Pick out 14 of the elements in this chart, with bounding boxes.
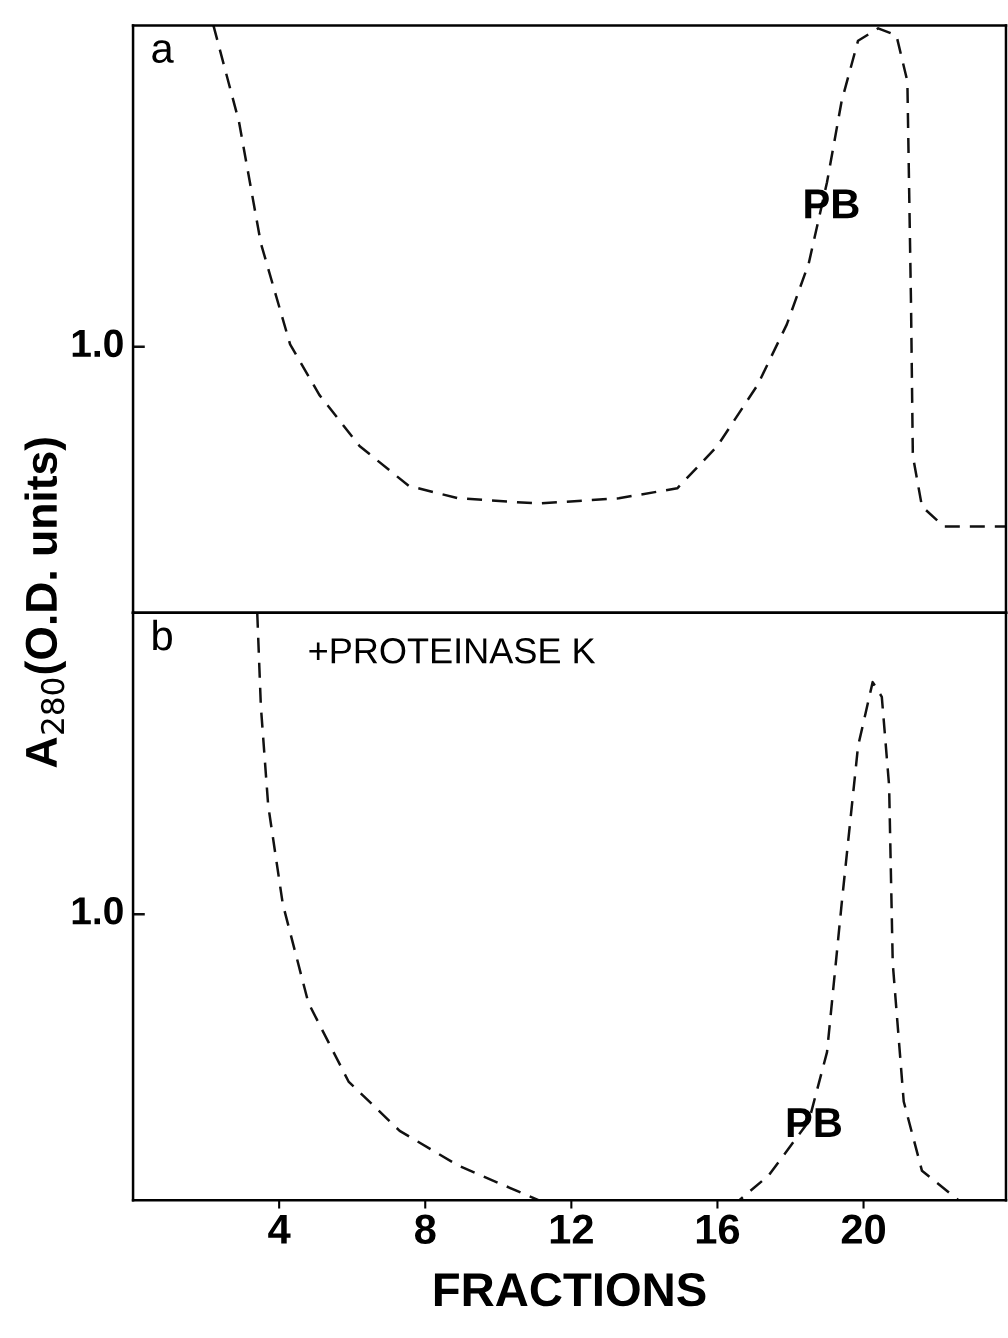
annotation: PB [805,189,859,219]
x-tick-label: 16 [696,1214,740,1244]
annotation: a [152,40,174,64]
x-tick-label: 20 [841,1214,886,1244]
text: 1.0 [72,329,123,358]
annotation: PB [787,1108,841,1137]
x-axis-title: FRACTIONS [434,1272,706,1307]
annotation: +PROTEINASE K [309,638,596,664]
y-axis-title: A$_{280}$(O.D. units) [24,438,66,768]
text: 1.0 [72,897,123,925]
x-tick-label: 8 [414,1214,436,1244]
x-tick-label: 12 [550,1214,593,1244]
annotation: b [153,619,172,651]
x-tick-label: 4 [268,1214,291,1244]
